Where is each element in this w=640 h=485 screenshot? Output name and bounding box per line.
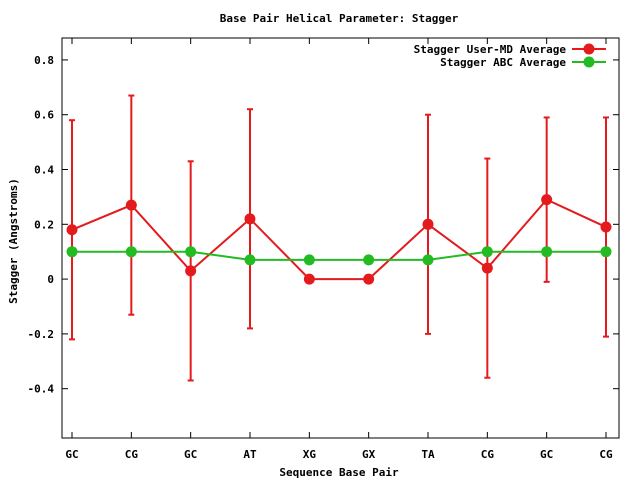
data-point — [600, 221, 612, 233]
data-point — [244, 213, 256, 225]
data-point — [541, 246, 553, 258]
chart-title: Base Pair Helical Parameter: Stagger — [220, 12, 459, 25]
y-tick-label: -0.2 — [28, 328, 55, 341]
x-tick-label: CG — [481, 448, 495, 461]
y-tick-label: -0.4 — [28, 383, 55, 396]
x-tick-label: CG — [125, 448, 139, 461]
series-abc — [66, 246, 612, 266]
series-layer — [66, 94, 612, 382]
y-tick-label: 0.2 — [34, 218, 54, 231]
x-tick-label: GC — [540, 448, 553, 461]
y-tick-label: 0.6 — [34, 109, 54, 122]
data-point — [481, 246, 493, 258]
y-tick-label: 0.4 — [34, 164, 54, 177]
legend-label: Stagger User-MD Average — [414, 43, 567, 56]
data-point — [363, 254, 375, 266]
data-point — [66, 224, 78, 236]
data-point — [303, 273, 315, 285]
data-point — [541, 194, 553, 206]
x-tick-label: TA — [421, 448, 435, 461]
y-tick-label: 0 — [47, 273, 54, 286]
series-user-md — [66, 94, 612, 382]
x-axis-label: Sequence Base Pair — [279, 466, 399, 479]
data-point — [185, 265, 197, 277]
data-point — [303, 254, 315, 266]
legend-marker — [583, 56, 595, 68]
data-point — [600, 246, 612, 258]
data-point — [363, 273, 375, 285]
legend-label: Stagger ABC Average — [440, 56, 566, 69]
data-point — [481, 262, 493, 274]
series-line — [71, 198, 607, 281]
data-point — [66, 246, 78, 258]
axis-ticks: -0.4 -0.2 0 0.2 0.4 0.6 0.8 GC CG GC AT XG GX TA CG GC C… — [28, 38, 619, 461]
x-tick-label: XG — [303, 448, 317, 461]
data-point — [125, 246, 137, 258]
data-point — [125, 199, 137, 211]
data-point — [244, 254, 256, 266]
x-tick-label: GC — [65, 448, 78, 461]
data-point — [185, 246, 197, 258]
plot-area-frame — [61, 37, 620, 439]
data-point — [422, 254, 434, 266]
x-tick-label: GC — [184, 448, 197, 461]
legend-marker — [583, 43, 595, 55]
data-point — [422, 218, 434, 230]
x-tick-label: CG — [599, 448, 613, 461]
y-tick-label: 0.8 — [34, 54, 54, 67]
x-tick-label: AT — [243, 448, 257, 461]
y-axis-label: Stagger (Angstroms) — [7, 178, 20, 304]
series-line — [72, 250, 606, 261]
x-tick-label: GX — [362, 448, 376, 461]
